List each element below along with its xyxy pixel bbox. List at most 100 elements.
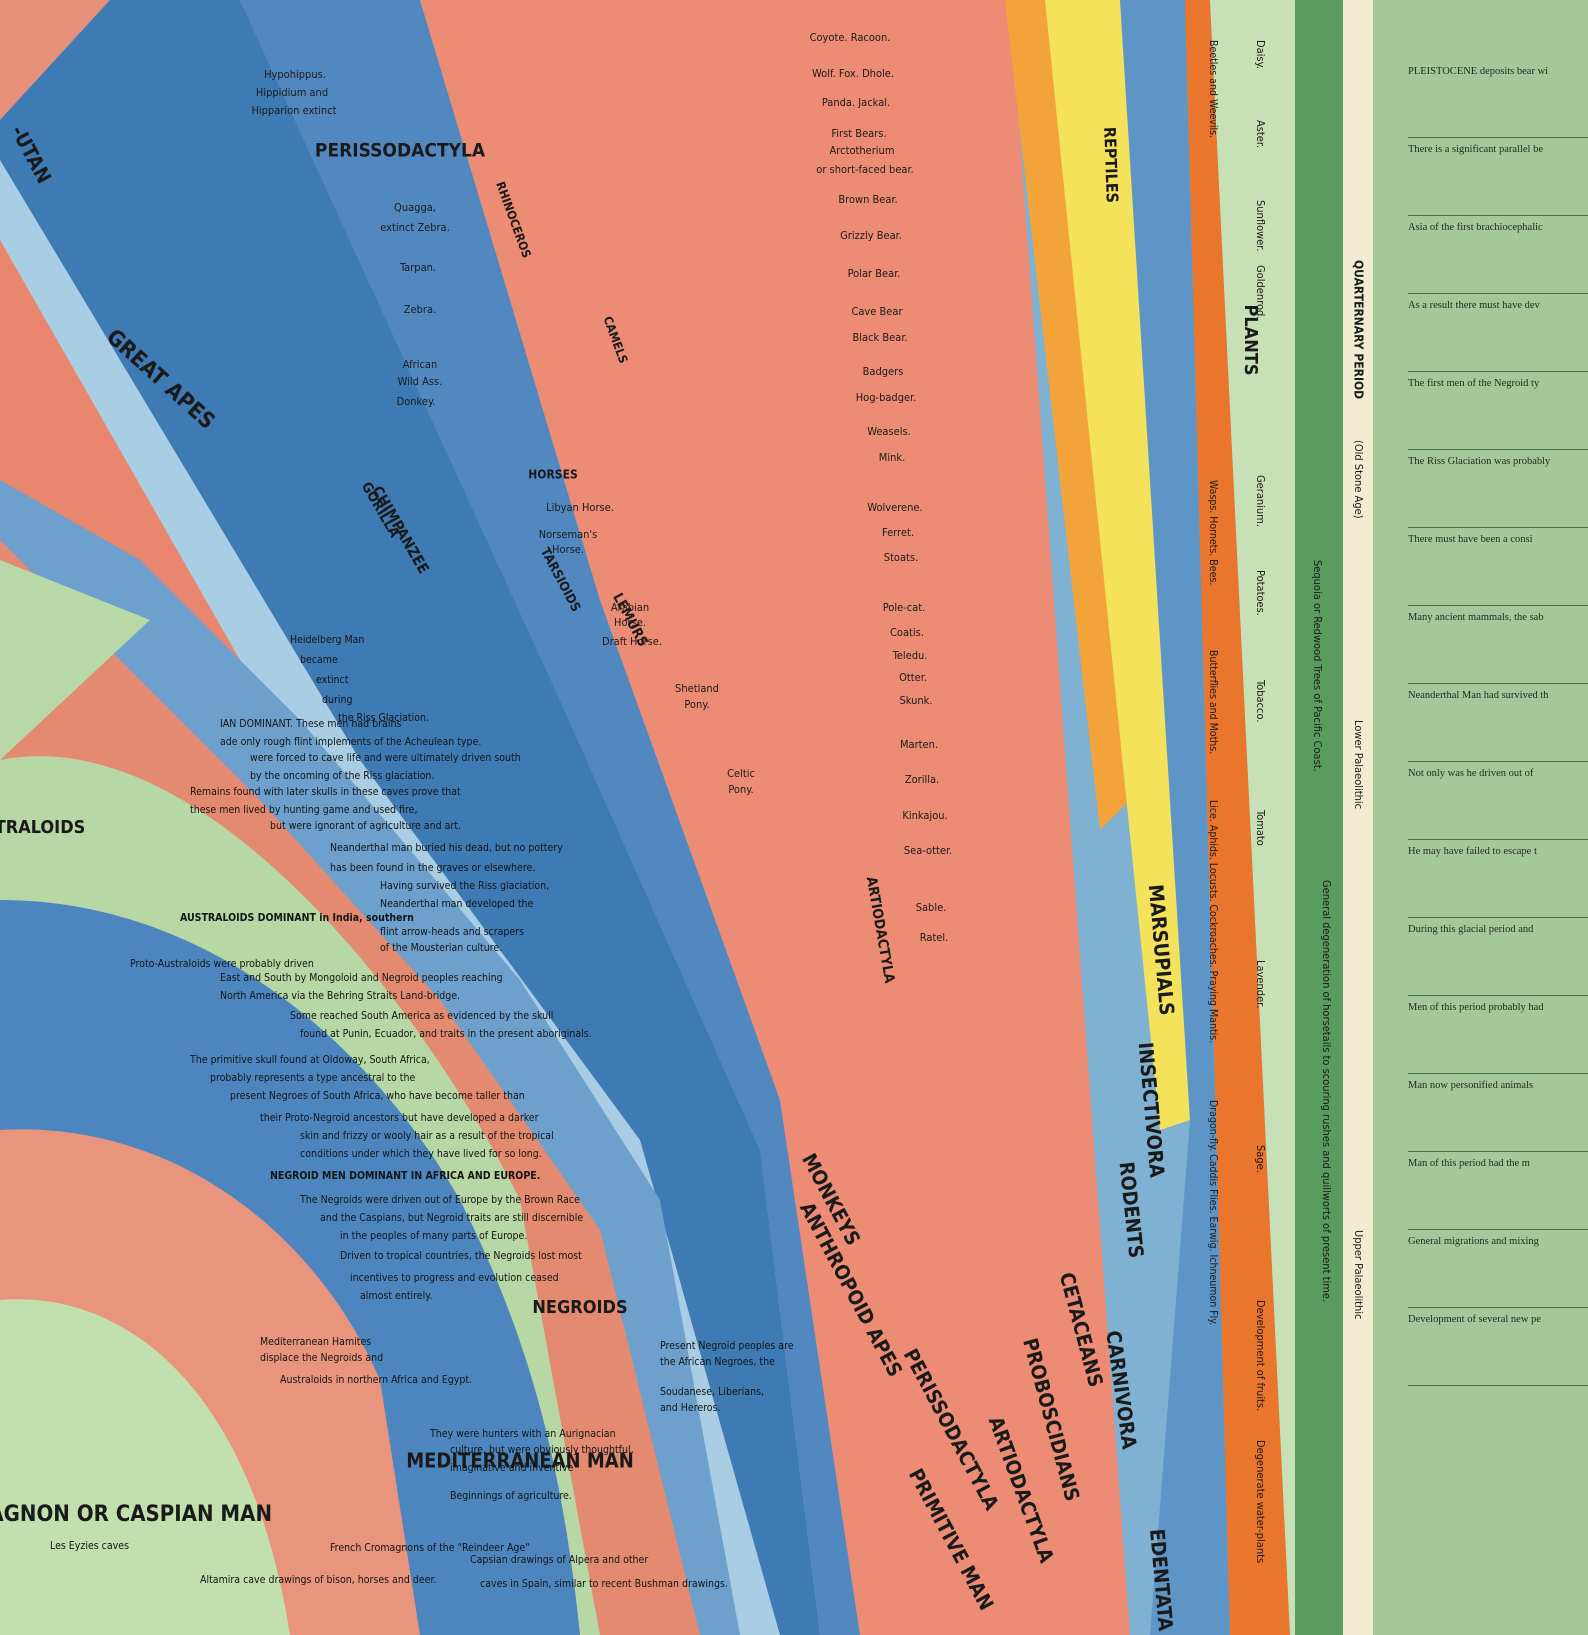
label: AUSTRALOIDS DOMINANT in India, southern xyxy=(180,912,414,924)
paragraph: During this glacial period and xyxy=(1408,918,1588,996)
label: GREAT APES xyxy=(101,325,219,435)
label: but were ignorant of agriculture and art… xyxy=(270,820,461,832)
label: found at Punin, Ecuador, and traits in t… xyxy=(300,1028,592,1040)
label: QUARTERNARY PERIOD xyxy=(1352,260,1366,399)
label: IAN DOMINANT. These men had brains xyxy=(220,718,401,730)
label: the Riss Glaciation. xyxy=(338,712,429,724)
label: REPTILES xyxy=(1100,127,1122,204)
label: Upper Palaeolithic xyxy=(1352,1230,1365,1319)
label: Soudanese, Liberians, xyxy=(660,1386,764,1398)
label: imaginative and inventive xyxy=(450,1462,573,1474)
label: Tomato xyxy=(1254,809,1267,846)
label: extinct Zebra. xyxy=(380,221,450,234)
label: The primitive skull found at Oldoway, So… xyxy=(189,1054,430,1066)
label: Libyan Horse. xyxy=(546,501,614,514)
label: Heidelberg Man xyxy=(290,634,364,646)
label: Development of fruits. xyxy=(1254,1300,1267,1411)
label: Tarpan. xyxy=(399,261,436,274)
label: Proto-Australoids were probably driven xyxy=(130,958,314,970)
label: Marten. xyxy=(900,738,938,751)
label: almost entirely. xyxy=(360,1290,432,1302)
label: CETACEANS xyxy=(1055,1270,1109,1390)
label: RO-MAGNON OR CASPIAN MAN xyxy=(0,1502,272,1527)
label: PLANTS xyxy=(1240,305,1261,376)
label: Geranium. xyxy=(1254,475,1267,527)
label: conditions under which they have lived f… xyxy=(300,1148,542,1160)
paragraph: Many ancient mammals, the sab xyxy=(1408,606,1588,684)
label: Pony. xyxy=(684,698,709,711)
label: Having survived the Riss glaciation, xyxy=(380,880,549,892)
label: Arctotherium xyxy=(830,144,895,157)
label: Daisy. xyxy=(1254,40,1267,69)
label: First Bears. xyxy=(831,127,886,140)
label: MARSUPIALS xyxy=(1144,883,1179,1016)
label: MEDITERRANEAN MAN xyxy=(406,1449,634,1473)
label: these men lived by hunting game and used… xyxy=(190,804,417,816)
label: East and South by Mongoloid and Negroid … xyxy=(220,972,503,984)
paragraph: General migrations and mixing xyxy=(1408,1230,1588,1308)
label: Altamira cave drawings of bison, horses … xyxy=(200,1574,436,1586)
label: EDENTATA xyxy=(1145,1528,1178,1632)
label: in the peoples of many parts of Europe. xyxy=(340,1230,527,1242)
label: present Negroes of South Africa, who hav… xyxy=(230,1090,525,1102)
label: Wolf. Fox. Dhole. xyxy=(812,67,894,80)
label: Teledu. xyxy=(892,649,928,662)
label: North America via the Behring Straits La… xyxy=(220,990,460,1002)
paragraph: Development of several new pe xyxy=(1408,1308,1588,1386)
label: HORSES xyxy=(528,468,577,482)
paragraph: The first men of the Negroid ty xyxy=(1408,372,1588,450)
label: ARTIODACTYLA xyxy=(863,876,898,985)
label: Polar Bear. xyxy=(848,267,901,280)
label: Beginnings of agriculture. xyxy=(450,1490,572,1502)
label: Cave Bear xyxy=(851,305,903,318)
label: skin and frizzy or wooly hair as a resul… xyxy=(300,1130,554,1142)
label: Celtic xyxy=(727,767,755,780)
label: caves in Spain, similar to recent Bushma… xyxy=(480,1578,728,1590)
label: Hypohippus. xyxy=(264,68,326,81)
band xyxy=(0,1299,290,1635)
label: -UTAN xyxy=(6,121,56,187)
label: incentives to progress and evolution cea… xyxy=(350,1272,559,1284)
label: Ferret. xyxy=(882,526,914,539)
label: Otter. xyxy=(899,671,927,684)
label: Goldenrod. xyxy=(1254,265,1267,319)
label: and the Caspians, but Negroid traits are… xyxy=(320,1212,583,1224)
label: Quagga, xyxy=(394,201,436,214)
label: Australoids in northern Africa and Egypt… xyxy=(280,1374,472,1386)
label: INSECTIVORA xyxy=(1134,1041,1170,1178)
label: General degeneration of horsetails to sc… xyxy=(1320,880,1333,1302)
label: Lower Palaeolithic xyxy=(1352,720,1365,809)
label: NEGROIDS xyxy=(532,1297,627,1318)
label: displace the Negroids and xyxy=(260,1352,383,1364)
label: RODENTS xyxy=(1115,1161,1149,1260)
label: the African Negroes, the xyxy=(660,1356,775,1368)
label: Capsian drawings of Alpera and other xyxy=(470,1554,648,1566)
label: Horse. xyxy=(614,616,646,629)
label: Tobacco. xyxy=(1254,679,1267,722)
label: Wild Ass. xyxy=(398,375,443,388)
label: Shetland xyxy=(675,682,719,695)
label: Lice. Aphids. Locusts. Cockroaches. Pray… xyxy=(1207,800,1219,1043)
label: Hipparion extinct xyxy=(251,104,336,117)
label: Potatoes. xyxy=(1254,570,1267,616)
panel-background xyxy=(1373,0,1588,1635)
label: has been found in the graves or elsewher… xyxy=(330,862,535,874)
label: TRALOIDS xyxy=(0,817,85,838)
label: Dragon-fly. Caddis Flies. Earwig. Ichneu… xyxy=(1207,1100,1219,1325)
label: Hog-badger. xyxy=(856,391,917,404)
paragraph: Man of this period had the m xyxy=(1408,1152,1588,1230)
label: Neanderthal man buried his dead, but no … xyxy=(330,842,563,854)
label: ade only rough flint implements of the A… xyxy=(220,736,481,748)
label: and Hereros. xyxy=(660,1402,721,1414)
label: extinct xyxy=(316,674,349,686)
label: Pony. xyxy=(728,783,753,796)
label: Mediterranean Hamites xyxy=(260,1336,371,1348)
label: Pole-cat. xyxy=(883,601,926,614)
label: Sage. xyxy=(1254,1145,1267,1173)
label: Degenerate water-plants xyxy=(1254,1440,1267,1563)
label: Lavender. xyxy=(1254,960,1267,1008)
label: Neanderthal man developed the xyxy=(380,898,534,910)
label: Arabian xyxy=(611,601,649,614)
label: They were hunters with an Aurignacian xyxy=(429,1428,616,1440)
